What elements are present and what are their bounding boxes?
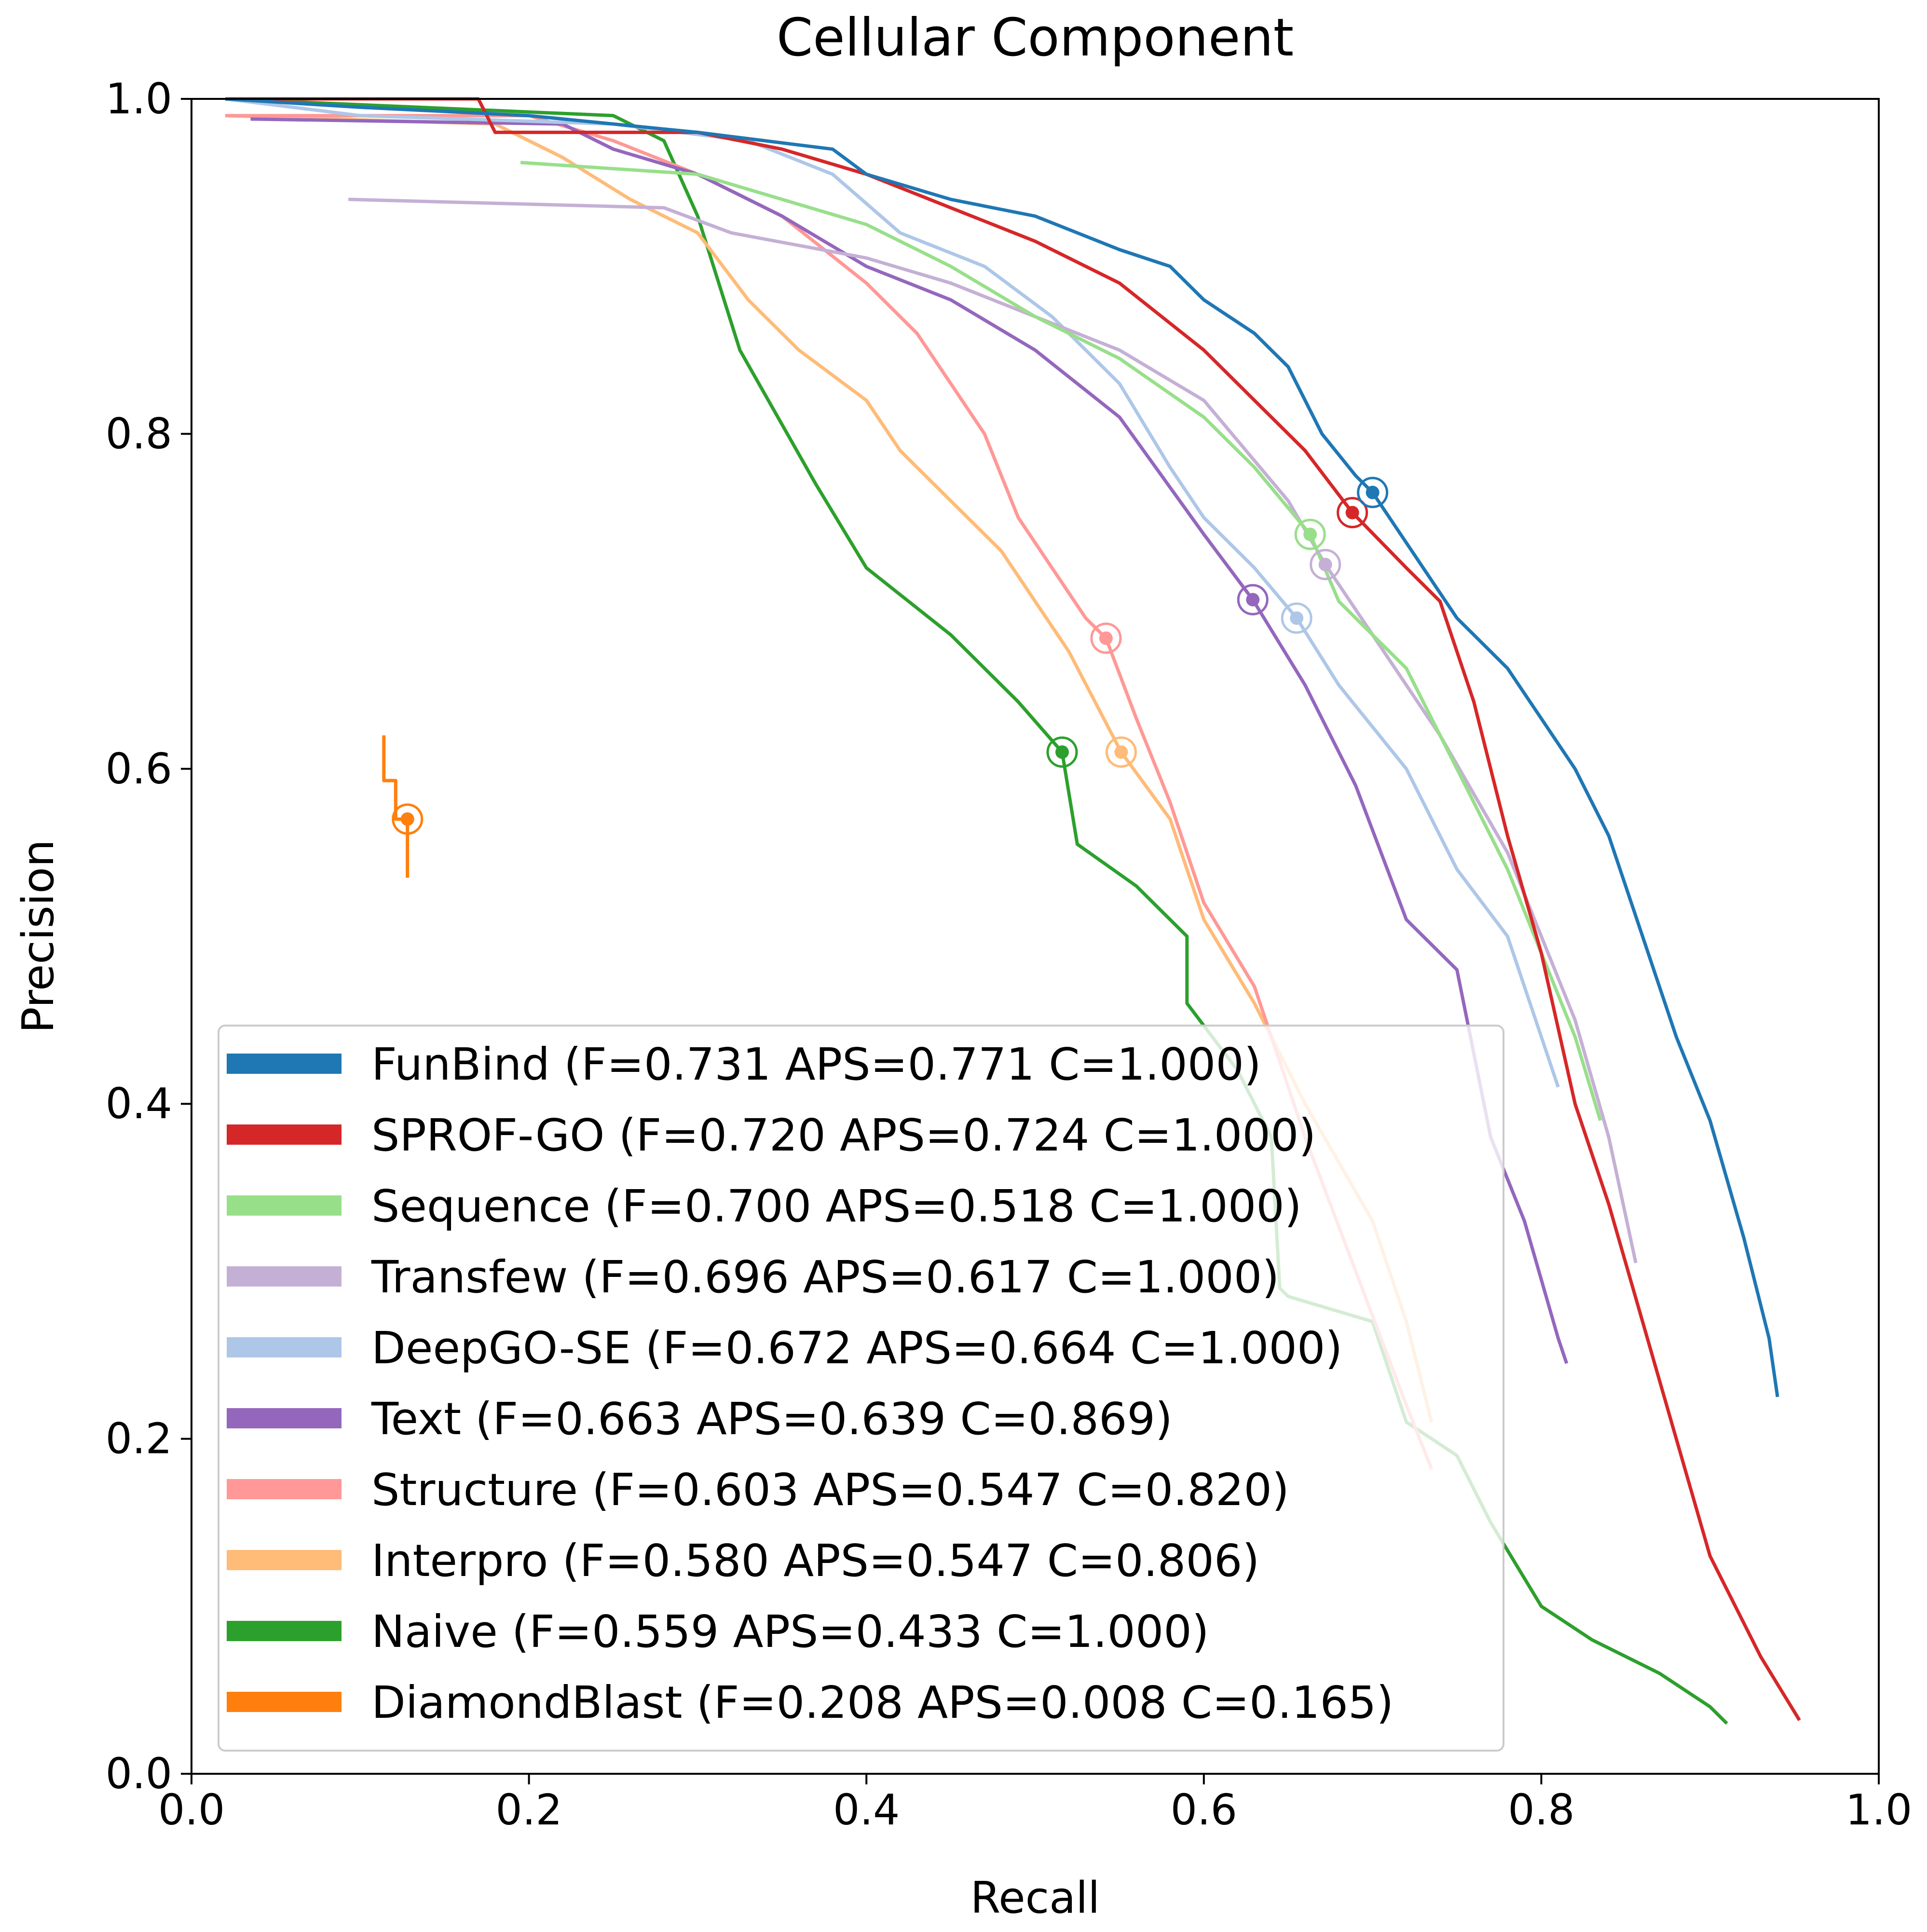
plot-frame [191,98,1880,1775]
y-axis: 0.0 0.2 0.4 0.6 0.8 1.0 [106,74,191,1798]
threshold-marker-structure [1099,631,1113,645]
threshold-marker-sprof-go [1345,506,1359,520]
threshold-marker-sequence [1303,527,1317,541]
legend-label-structure: Structure (F=0.603 APS=0.547 C=0.820) [371,1464,1289,1516]
chart-title: Cellular Component [777,8,1294,68]
legend-label-interpro: Interpro (F=0.580 APS=0.547 C=0.806) [371,1535,1259,1587]
threshold-marker-text [1246,593,1260,607]
threshold-marker-ring-deepgo-se [1281,602,1312,634]
threshold-marker-ring-transfew [1310,548,1341,580]
y-tick-label: 0.2 [106,1414,172,1464]
legend-label-funbind: FunBind (F=0.731 APS=0.771 C=1.000) [371,1039,1261,1090]
threshold-marker-diamondblast [400,812,414,826]
threshold-marker-ring-diamondblast [392,803,424,835]
threshold-marker-ring-naive [1046,736,1078,768]
legend-label-transfew: Transfew (F=0.696 APS=0.617 C=1.000) [371,1251,1279,1303]
x-tick-label: 0.4 [833,1785,900,1835]
threshold-marker-transfew [1318,558,1332,572]
legend-swatch-funbind [227,1054,342,1074]
legend-label-text: Text (F=0.663 APS=0.639 C=0.869) [371,1393,1173,1445]
series-line-deepgo-se [225,97,1560,1088]
y-tick-label: 0.6 [106,744,172,794]
series-line-transfew [348,197,1638,1263]
legend-swatch-deepgo-se [227,1337,342,1357]
series-line-sequence [520,161,1602,1121]
legend-label-deepgo-se: DeepGO-SE (F=0.672 APS=0.664 C=1.000) [371,1322,1342,1374]
series-line-naive [225,97,1728,1725]
threshold-marker-ring-structure [1090,622,1122,654]
threshold-marker-ring-sprof-go [1337,497,1368,529]
y-tick-label: 0.4 [106,1079,172,1128]
threshold-marker-ring-funbind [1357,477,1389,508]
legend-label-diamondblast: DiamondBlast (F=0.208 APS=0.008 C=0.165) [371,1677,1394,1728]
threshold-marker-naive [1055,745,1069,759]
legend-label-sprof-go: SPROF-GO (F=0.720 APS=0.724 C=1.000) [371,1110,1316,1161]
x-tick-label: 1.0 [1845,1785,1912,1835]
threshold-marker-ring-text [1237,584,1269,616]
legend-swatch-structure [227,1479,342,1499]
legend-label-naive: Naive (F=0.559 APS=0.433 C=1.000) [371,1606,1209,1658]
legend-swatch-interpro [227,1550,342,1570]
y-tick-label: 1.0 [106,74,172,123]
x-tick-label: 0.2 [495,1785,562,1835]
legend-swatch-naive [227,1621,342,1641]
x-tick-label: 0.6 [1171,1785,1237,1835]
threshold-marker-funbind [1366,485,1380,499]
x-tick-label: 0.0 [158,1785,225,1835]
legend-box [218,1025,1504,1752]
legend-swatch-transfew [227,1266,342,1287]
legend-swatch-text [227,1408,342,1428]
threshold-marker-ring-interpro [1105,736,1137,768]
x-axis-label: Recall [970,1873,1100,1923]
y-tick-label: 0.0 [106,1749,172,1798]
series-line-funbind [225,97,1779,1398]
markers [392,477,1389,835]
threshold-marker-interpro [1114,745,1128,759]
x-tick-label: 0.8 [1508,1785,1574,1835]
y-tick-label: 0.8 [106,409,172,458]
legend: FunBind (F=0.731 APS=0.771 C=1.000) SPROF… [218,1025,1504,1752]
legend-swatch-diamondblast [227,1692,342,1712]
legend-swatch-sequence [227,1195,342,1216]
threshold-marker-ring-sequence [1294,519,1326,550]
x-axis: 0.0 0.2 0.4 0.6 0.8 1.0 [158,1774,1912,1835]
legend-label-sequence: Sequence (F=0.700 APS=0.518 C=1.000) [371,1180,1302,1232]
series-line-diamondblast [382,735,410,878]
y-axis-label: Precision [13,839,64,1033]
legend-swatch-sprof-go [227,1124,342,1145]
threshold-marker-deepgo-se [1290,611,1304,625]
